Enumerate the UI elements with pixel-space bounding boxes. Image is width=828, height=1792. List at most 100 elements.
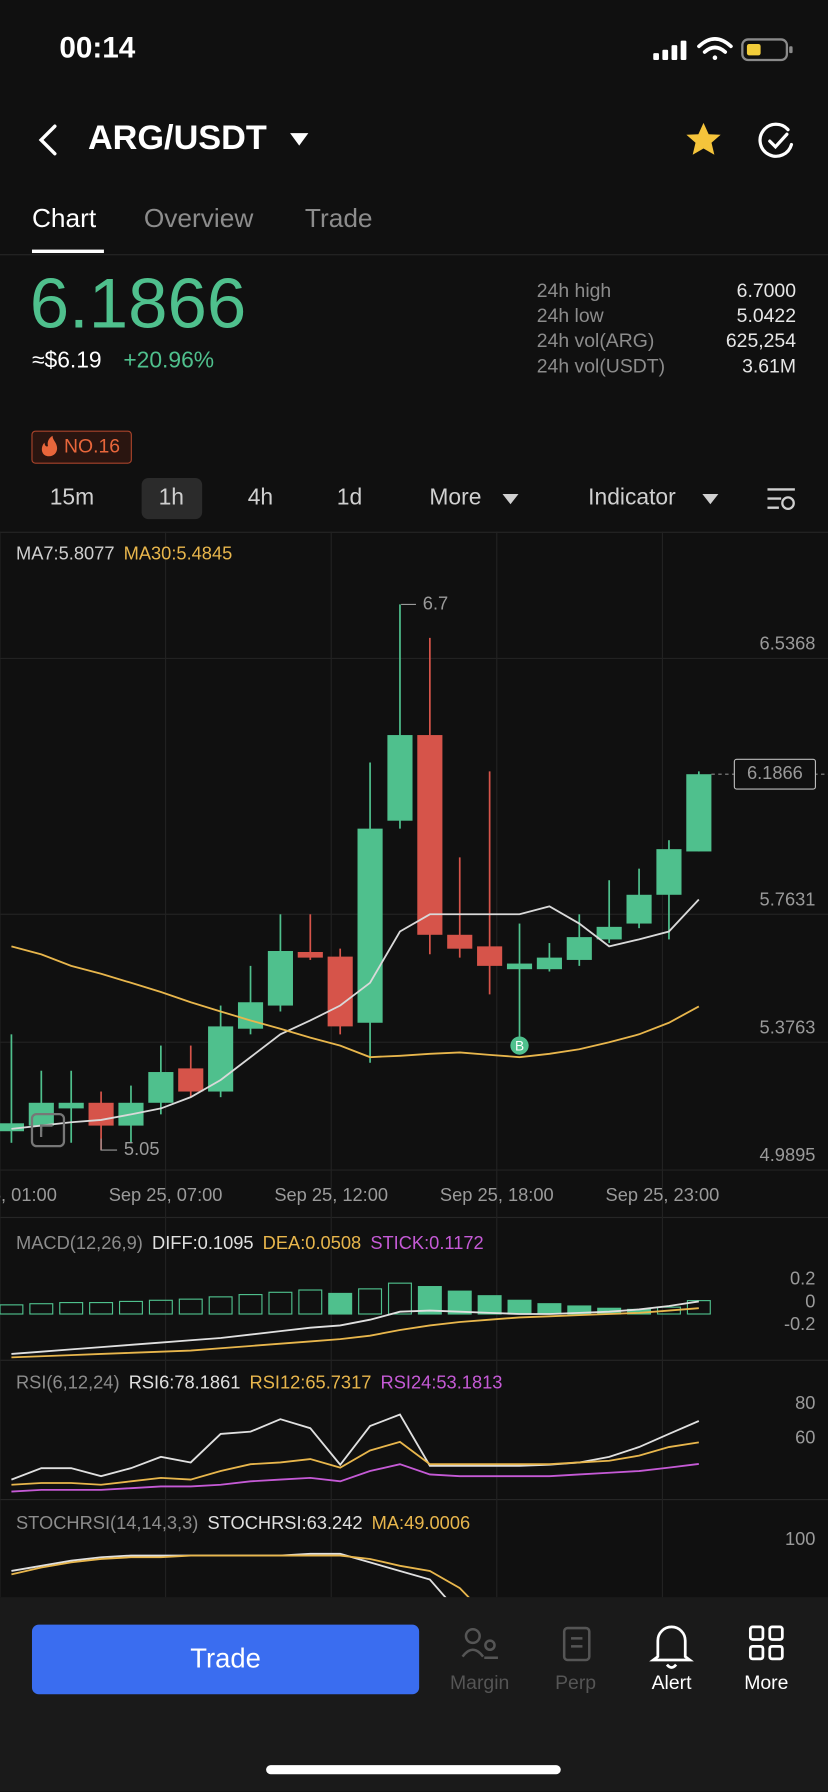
divider — [0, 1216, 828, 1219]
candle-body — [267, 950, 293, 1006]
stoch-lines — [11, 1552, 470, 1598]
macd-bar — [178, 1298, 203, 1315]
menu-arrow — [502, 493, 519, 505]
alert-icon[interactable] — [649, 1625, 694, 1669]
divider — [0, 531, 828, 533]
stat-label: 24h vol(ARG) — [537, 330, 655, 352]
y-tick-label: 4.9895 — [760, 1144, 816, 1165]
macd-bar — [417, 1286, 442, 1315]
refresh-icon[interactable] — [758, 122, 794, 158]
stat-label: 24h high — [537, 280, 611, 302]
legend-item: DIFF:0.1095 — [152, 1232, 254, 1253]
legend-item: STOCHRSI:63.242 — [208, 1512, 363, 1533]
nav-label[interactable]: More — [744, 1672, 788, 1694]
trade-button[interactable] — [31, 1624, 420, 1695]
nav-label[interactable]: Alert — [652, 1672, 693, 1694]
interval[interactable]: 4h — [248, 484, 273, 510]
stat-value: 625,254 — [726, 330, 796, 352]
y-tick-label: 5.3763 — [760, 1016, 816, 1037]
macd-bar — [0, 1304, 24, 1315]
y-tick-label: 6.5368 — [760, 633, 816, 654]
favorite-star[interactable] — [686, 122, 721, 155]
indicator-line — [11, 898, 700, 1130]
macd-bar — [29, 1303, 54, 1315]
tab[interactable]: Trade — [305, 203, 373, 233]
legend-item: RSI(6,12,24) — [16, 1371, 120, 1392]
macd-bar — [118, 1300, 143, 1315]
candle-body — [357, 828, 383, 1023]
y-tick-label: -0.2 — [784, 1313, 815, 1334]
more-icon[interactable] — [748, 1625, 784, 1661]
candle-body — [686, 774, 712, 852]
macd-bar — [358, 1288, 383, 1315]
candle-body — [536, 957, 562, 970]
indicator-line — [11, 1307, 699, 1359]
candle-body — [0, 1123, 24, 1132]
fire-icon — [41, 435, 58, 457]
menu[interactable]: Indicator — [588, 484, 676, 510]
pair-title[interactable]: ARG/USDT — [88, 119, 267, 157]
nav-label[interactable]: Margin — [450, 1672, 509, 1694]
legend-item: RSI12:65.7317 — [250, 1371, 372, 1392]
indicator-line — [11, 1300, 699, 1355]
macd-bar — [148, 1299, 173, 1315]
price-change: +20.96% — [123, 347, 214, 373]
y-tick-label: 5.7631 — [760, 888, 816, 909]
candle-body — [148, 1072, 174, 1103]
macd-bar — [507, 1299, 532, 1315]
legend-item: STOCHRSI(14,14,3,3) — [16, 1512, 198, 1533]
nav-label[interactable]: Perp — [555, 1672, 596, 1694]
chart-tool-icon — [30, 1112, 66, 1148]
candle-body — [596, 926, 622, 940]
last-price: 6.1866 — [30, 265, 247, 344]
divider — [0, 254, 828, 256]
interval[interactable]: 1h — [159, 484, 184, 510]
candle-body — [297, 951, 323, 958]
interval[interactable]: 15m — [50, 484, 94, 510]
legend-item: MA30:5.4845 — [124, 542, 233, 563]
candle-body — [447, 934, 473, 949]
signal-icon — [653, 40, 687, 61]
candle-body — [178, 1068, 204, 1092]
legend-item: DEA:0.0508 — [263, 1232, 361, 1253]
y-tick-label: 60 — [795, 1426, 815, 1447]
legend-item: RSI24:53.1813 — [381, 1371, 503, 1392]
stat-value: 5.0422 — [737, 305, 796, 327]
perp-icon[interactable] — [562, 1626, 591, 1662]
x-tick-label: Sep 25, 01:00 — [0, 1184, 57, 1205]
macd-bar — [89, 1302, 114, 1315]
kline-chart: Sep 25, 01:00 Sep 25, 07:00 Sep 25, 12:00 S… — [0, 531, 828, 1598]
settings-icon[interactable] — [767, 488, 795, 510]
back-button[interactable] — [38, 124, 57, 156]
y-tick-label: 80 — [795, 1392, 815, 1413]
home-indicator — [266, 1765, 561, 1775]
menu[interactable]: More — [429, 484, 481, 510]
legend-item: MA:49.0006 — [372, 1512, 471, 1533]
status-time: 00:14 — [59, 32, 135, 65]
interval[interactable]: 1d — [337, 484, 362, 510]
candle-body — [237, 1002, 264, 1029]
indicator-line — [11, 1463, 699, 1493]
macd-bar — [567, 1305, 592, 1315]
indicator-line — [11, 1440, 699, 1486]
candle-body — [208, 1026, 234, 1092]
margin-icon[interactable] — [461, 1627, 498, 1660]
tab[interactable]: Chart — [32, 203, 97, 233]
tab-underline — [31, 249, 104, 254]
current-price-box — [733, 758, 817, 790]
candle-body — [88, 1102, 114, 1126]
macd-bar — [59, 1302, 84, 1315]
tab[interactable]: Overview — [144, 203, 254, 233]
x-tick-label: Sep 25, 12:00 — [274, 1184, 388, 1205]
candle-body — [626, 894, 652, 924]
macd-bar — [268, 1291, 293, 1315]
candle-body — [656, 849, 682, 895]
stat-value: 6.7000 — [737, 280, 797, 302]
x-tick-label: Sep 25, 07:00 — [109, 1184, 223, 1205]
legend-item: MACD(12,26,9) — [16, 1232, 143, 1253]
candle-body — [417, 735, 443, 935]
y-tick-label: 0 — [805, 1290, 815, 1311]
menu-arrow — [702, 493, 719, 505]
pair-dropdown[interactable] — [290, 133, 309, 146]
